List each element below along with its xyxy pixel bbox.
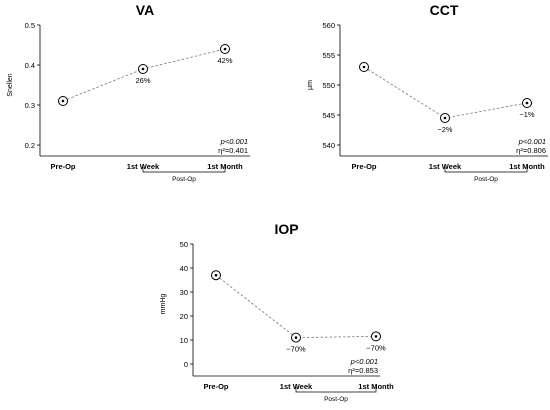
iop-data-point-dot bbox=[214, 273, 218, 277]
va-post-op-label: Post-Op bbox=[172, 176, 196, 183]
va-y-tick-label: 0.3 bbox=[25, 101, 35, 110]
va-point-label: 42% bbox=[217, 56, 232, 65]
va-x-tick-label: 1st Month bbox=[207, 162, 243, 171]
va-post-op-bracket bbox=[142, 167, 226, 173]
cct-y-tick-label: 545 bbox=[322, 111, 335, 120]
iop-post-op-label: Post-Op bbox=[324, 396, 348, 403]
va-eta-squared: η²=0.401 bbox=[218, 146, 248, 155]
cct-x-tick-label: 1st Week bbox=[429, 162, 462, 171]
iop-y-axis-label: mmHg bbox=[160, 294, 167, 315]
iop-y-tick-label: 0 bbox=[184, 360, 188, 369]
va-point-label: 26% bbox=[135, 76, 150, 85]
iop-y-tick-label: 30 bbox=[180, 288, 188, 297]
iop-y-tick-label: 20 bbox=[180, 312, 188, 321]
cct-eta-squared: η²=0.806 bbox=[516, 146, 546, 155]
va-y-tick-label: 0.2 bbox=[25, 141, 35, 150]
iop-x-tick-label: 1st Week bbox=[280, 382, 313, 391]
va-x-tick-label: Pre-Op bbox=[50, 162, 75, 171]
cct-data-point-dot bbox=[362, 65, 366, 69]
iop-post-op-bracket bbox=[295, 387, 377, 393]
va-y-axis-label: Snellen bbox=[7, 73, 14, 96]
iop-panel: IOP 0 10 20 30 40 50 mmHg Pre-Op 1st Week 1st Mont… bbox=[160, 221, 394, 403]
va-data-point-dot bbox=[223, 47, 227, 51]
iop-title: IOP bbox=[274, 221, 298, 237]
cct-point-label: −1% bbox=[519, 110, 535, 119]
iop-y-tick-label: 50 bbox=[180, 240, 188, 249]
iop-y-tick-label: 40 bbox=[180, 264, 188, 273]
va-title: VA bbox=[136, 2, 154, 18]
va-x-tick-label: 1st Week bbox=[127, 162, 160, 171]
va-panel: VA 0.2 0.3 0.4 0.5 Snellen Pre-Op 1st Week 1st M… bbox=[7, 2, 250, 183]
cct-post-op-label: Post-Op bbox=[474, 176, 498, 183]
va-p-value: p<0.001 bbox=[220, 137, 248, 146]
cct-post-op-bracket bbox=[444, 167, 528, 173]
iop-series-line bbox=[215, 274, 377, 339]
iop-y-tick-label: 10 bbox=[180, 336, 188, 345]
va-y-tick-label: 0.5 bbox=[25, 21, 35, 30]
iop-x-tick-label: 1st Month bbox=[358, 382, 394, 391]
cct-p-value: p<0.001 bbox=[518, 137, 546, 146]
cct-title: CCT bbox=[430, 2, 459, 18]
iop-point-label: −70% bbox=[366, 343, 386, 352]
cct-data-point-dot bbox=[525, 101, 529, 105]
iop-p-value: p<0.001 bbox=[350, 357, 378, 366]
va-y-tick-label: 0.4 bbox=[25, 61, 35, 70]
iop-x-tick-label: Pre-Op bbox=[203, 382, 228, 391]
iop-data-point-dot bbox=[374, 335, 378, 338]
iop-point-label: −70% bbox=[286, 345, 306, 354]
va-data-point-dot bbox=[61, 99, 65, 103]
cct-y-tick-label: 540 bbox=[322, 141, 335, 150]
iop-data-point-dot bbox=[294, 336, 298, 339]
cct-y-tick-label: 550 bbox=[322, 81, 335, 90]
cct-y-tick-label: 560 bbox=[322, 21, 335, 30]
cct-x-tick-label: Pre-Op bbox=[351, 162, 376, 171]
cct-y-axis-label: μm bbox=[307, 80, 314, 90]
va-series-line bbox=[62, 48, 226, 102]
cct-panel: CCT 540 545 550 555 560 μm Pre-Op 1st Week 1st Mo… bbox=[307, 2, 548, 183]
va-data-point-dot bbox=[141, 67, 145, 71]
cct-series-line bbox=[363, 66, 528, 119]
cct-data-point-dot bbox=[443, 116, 447, 120]
cct-y-tick-label: 555 bbox=[322, 51, 335, 60]
cct-point-label: −2% bbox=[437, 125, 453, 134]
iop-eta-squared: η²=0.853 bbox=[348, 366, 378, 375]
cct-x-tick-label: 1st Month bbox=[509, 162, 545, 171]
